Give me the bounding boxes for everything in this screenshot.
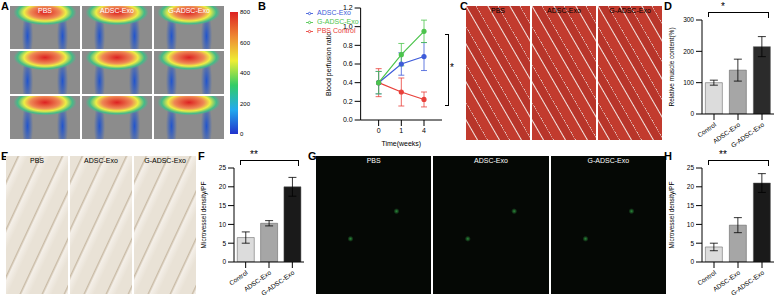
svg-text:0.6: 0.6 — [343, 60, 353, 67]
svg-text:25: 25 — [219, 164, 227, 171]
svg-text:15: 15 — [219, 202, 227, 209]
svg-text:0.0: 0.0 — [343, 116, 353, 123]
svg-text:Microvessel density/PF: Microvessel density/PF — [200, 182, 208, 249]
svg-text:0: 0 — [377, 127, 381, 134]
svg-text:0: 0 — [222, 258, 226, 265]
svg-text:Relative muscle content(%): Relative muscle content(%) — [668, 27, 676, 106]
svg-text:20: 20 — [219, 183, 227, 190]
svg-text:1.0: 1.0 — [343, 23, 353, 30]
svg-text:20: 20 — [687, 183, 695, 190]
svg-text:0.2: 0.2 — [343, 98, 353, 105]
svg-text:0: 0 — [690, 110, 694, 117]
svg-text:100: 100 — [683, 79, 694, 86]
svg-text:4: 4 — [422, 127, 426, 134]
svg-text:10: 10 — [219, 221, 227, 228]
svg-text:Microvessel density/PF: Microvessel density/PF — [668, 182, 676, 249]
svg-text:15: 15 — [687, 202, 695, 209]
svg-text:Time(weeks): Time(weeks) — [381, 140, 421, 148]
svg-text:5: 5 — [690, 240, 694, 247]
svg-text:200: 200 — [683, 48, 694, 55]
svg-text:10: 10 — [687, 221, 695, 228]
svg-text:1.2: 1.2 — [343, 4, 353, 11]
svg-text:0.4: 0.4 — [343, 79, 353, 86]
svg-text:0.8: 0.8 — [343, 42, 353, 49]
svg-text:1: 1 — [399, 127, 403, 134]
svg-text:5: 5 — [222, 240, 226, 247]
svg-text:G-ADSC-Exo: G-ADSC-Exo — [260, 269, 296, 297]
svg-text:25: 25 — [687, 164, 695, 171]
svg-text:G-ADSC-Exo: G-ADSC-Exo — [730, 121, 766, 149]
svg-text:0: 0 — [690, 258, 694, 265]
svg-text:Blood perfusion ratio: Blood perfusion ratio — [325, 32, 333, 96]
svg-text:G-ADSC-Exo: G-ADSC-Exo — [730, 269, 766, 297]
svg-text:300: 300 — [683, 16, 694, 23]
